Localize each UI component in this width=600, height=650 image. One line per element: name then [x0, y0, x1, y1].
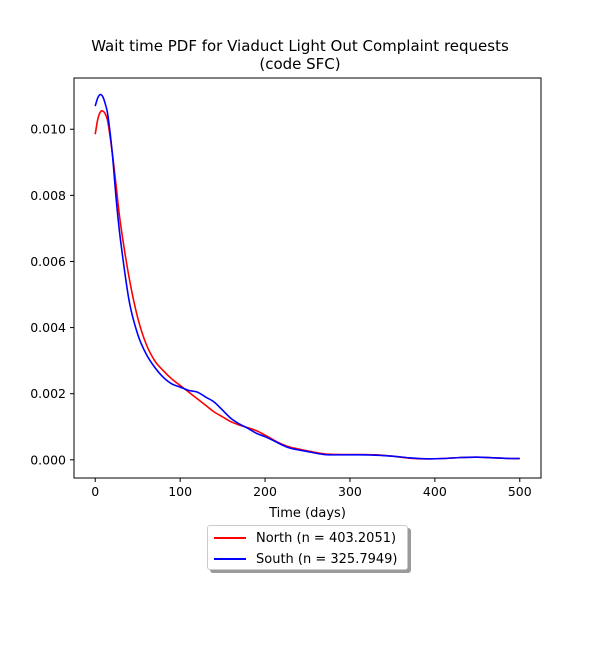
y-tick-label: 0.006	[30, 254, 66, 269]
x-tick-label: 100	[168, 484, 192, 499]
series-lines	[94, 93, 520, 460]
x-tick-label: 0	[91, 484, 99, 499]
chart-title-line-2: (code SFC)	[259, 55, 341, 73]
legend-swatch-south	[214, 558, 246, 560]
x-tick-label: 300	[338, 484, 362, 499]
legend-item-south: South (n = 325.7949)	[208, 550, 397, 568]
y-tick-label: 0.002	[30, 386, 66, 401]
series-line-north	[94, 110, 520, 460]
chart-title: Wait time PDF for Viaduct Light Out Comp…	[0, 37, 600, 73]
legend-label-north: North (n = 403.2051)	[256, 530, 397, 546]
series-line-south	[94, 93, 520, 460]
x-tick-label: 400	[423, 484, 447, 499]
y-tick-label: 0.004	[30, 320, 66, 335]
x-axis-label: Time (days)	[269, 506, 346, 521]
y-tick-label: 0.010	[30, 122, 66, 137]
plot-area-frame	[73, 77, 542, 479]
x-axis: 0 100 200 300 400 500	[91, 478, 532, 499]
y-tick-label: 0.000	[30, 452, 66, 467]
legend: North (n = 403.2051) South (n = 325.7949…	[207, 525, 408, 570]
chart-title-line-1: Wait time PDF for Viaduct Light Out Comp…	[91, 37, 509, 55]
legend-swatch-north	[214, 537, 246, 539]
x-tick-label: 200	[253, 484, 277, 499]
x-tick-label: 500	[508, 484, 532, 499]
y-tick-label: 0.008	[30, 188, 66, 203]
legend-label-south: South (n = 325.7949)	[256, 551, 398, 567]
legend-item-north: North (n = 403.2051)	[208, 529, 396, 547]
y-axis: 0.000 0.002 0.004 0.006 0.008 0.010	[30, 122, 74, 467]
